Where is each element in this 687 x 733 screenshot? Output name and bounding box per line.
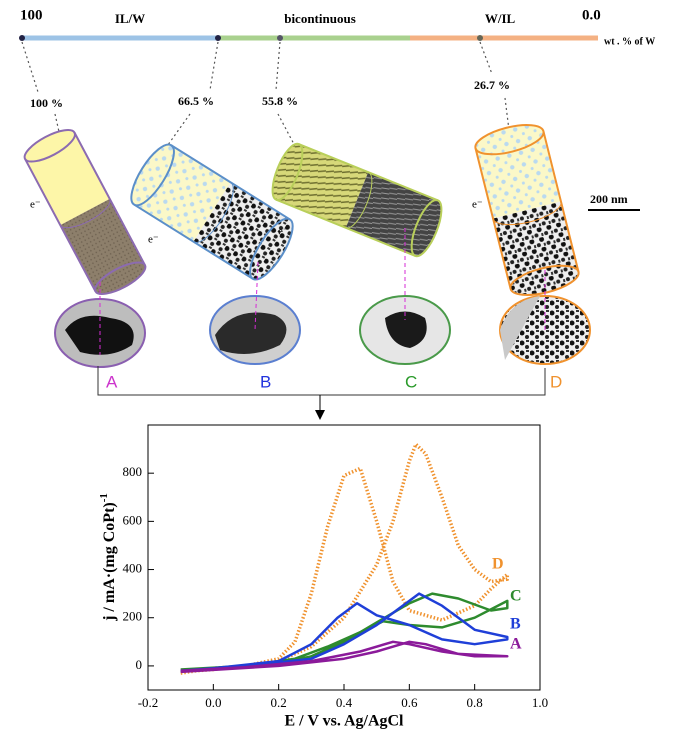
y-axis-label: j / mA·(mg CoPt)-1 — [98, 493, 118, 622]
x-tick-label: 0.4 — [336, 695, 353, 710]
y-tick-label: 600 — [123, 512, 143, 527]
electron-label: e⁻ — [278, 226, 289, 238]
marker — [277, 35, 283, 41]
x-axis-label: E / V vs. Ag/AgCl — [285, 713, 405, 730]
y-axis-label-sup: -1 — [98, 493, 110, 502]
percent-label: 26.7 % — [474, 78, 510, 92]
figure: 100 0.0 wt . % of W IL/W bicontinuous W/… — [0, 0, 687, 733]
plot-frame — [148, 425, 540, 690]
axis-end-label: 100 — [20, 7, 43, 23]
y-tick-label: 800 — [123, 464, 143, 479]
arrowhead — [315, 410, 325, 420]
sample-label: B — [260, 372, 271, 391]
y-tick-label: 400 — [123, 561, 143, 576]
y-axis-label-main: j / mA·(mg CoPt) — [101, 502, 118, 622]
cylinder — [124, 139, 301, 286]
series-label: C — [510, 588, 522, 605]
percent-label: 66.5 % — [178, 94, 214, 108]
marker — [477, 35, 483, 41]
x-tick-label: 0.2 — [271, 695, 287, 710]
y-tick-label: 0 — [136, 657, 143, 672]
x-tick-label: -0.2 — [138, 695, 159, 710]
x-tick-label: 0.0 — [205, 695, 221, 710]
series-label: B — [510, 616, 521, 633]
composition-bar: 100 0.0 wt . % of W IL/W bicontinuous W/… — [19, 7, 655, 47]
bracket — [98, 366, 545, 395]
x-tick-label: 1.0 — [532, 695, 548, 710]
unit-label: wt . % of W — [604, 36, 655, 47]
cylinder — [473, 119, 582, 300]
sample-links — [100, 228, 545, 355]
cylinders — [20, 119, 581, 300]
region-label: W/IL — [485, 11, 516, 26]
sample-label: A — [106, 372, 118, 391]
percent-label: 55.8 % — [262, 94, 298, 108]
axis-end-label: 0.0 — [582, 7, 601, 23]
cv-curve — [181, 642, 508, 672]
region-label: bicontinuous — [284, 11, 356, 26]
guide — [22, 42, 62, 145]
chart: E / V vs. Ag/AgCl j / mA·(mg CoPt)-1 -0.… — [98, 425, 549, 730]
region-label: IL/W — [115, 11, 145, 26]
y-tick-label: 200 — [123, 609, 143, 624]
electron-label: e⁻ — [472, 199, 483, 211]
tem-images — [55, 296, 590, 367]
electron-label: e⁻ — [30, 199, 41, 211]
sample-label: D — [550, 372, 562, 391]
electron-label: e⁻ — [148, 234, 159, 246]
marker — [19, 35, 25, 41]
scale-bar-label: 200 nm — [590, 192, 628, 206]
sample-label: C — [405, 372, 417, 391]
series-label: A — [510, 636, 522, 653]
marker — [215, 35, 221, 41]
cylinder — [266, 140, 447, 260]
x-tick-label: 0.8 — [467, 695, 483, 710]
percent-label: 100 % — [30, 96, 63, 110]
series-label: D — [492, 556, 504, 573]
x-tick-label: 0.6 — [401, 695, 418, 710]
cylinder — [20, 124, 149, 300]
